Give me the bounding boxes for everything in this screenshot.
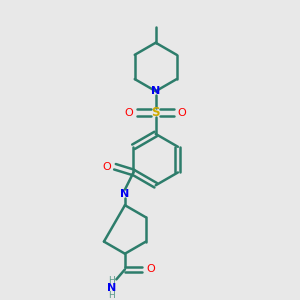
- Text: O: O: [178, 108, 187, 118]
- Text: H: H: [108, 276, 115, 285]
- Text: O: O: [146, 264, 155, 274]
- Text: N: N: [106, 283, 116, 293]
- Text: N: N: [151, 86, 160, 96]
- Text: O: O: [102, 162, 111, 172]
- Text: O: O: [125, 108, 134, 118]
- Text: H: H: [108, 291, 115, 300]
- Text: S: S: [152, 106, 160, 119]
- Text: N: N: [120, 189, 130, 199]
